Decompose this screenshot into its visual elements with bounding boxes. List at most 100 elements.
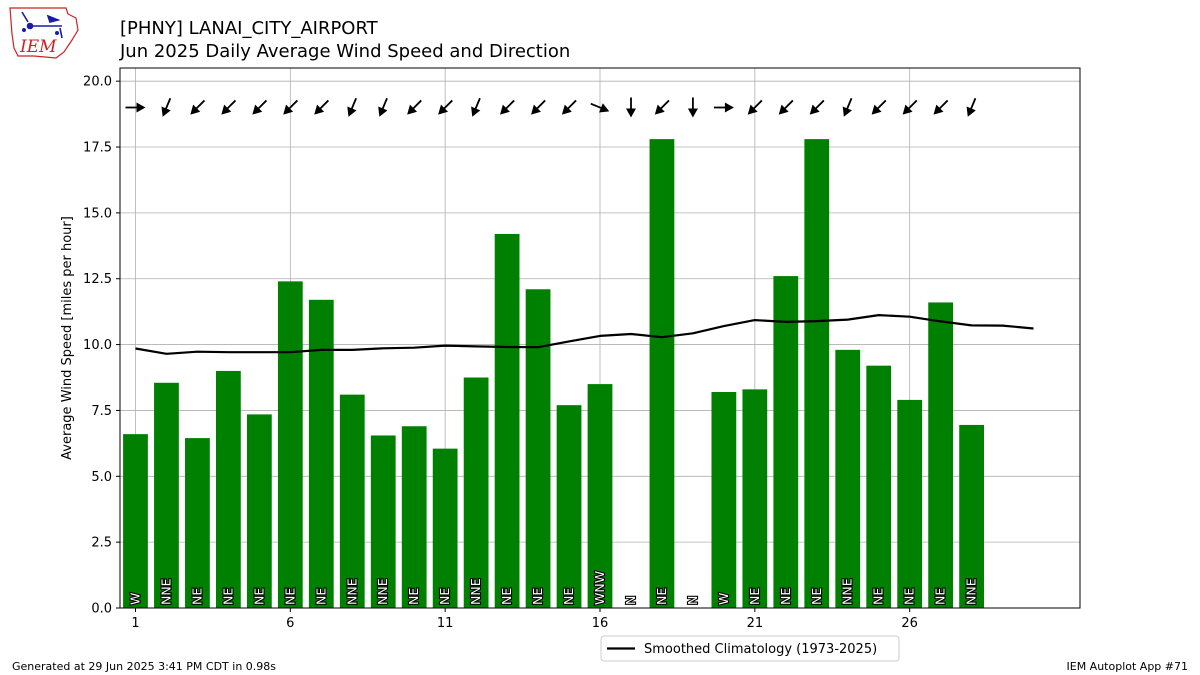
bar-day-10 [401,426,427,608]
wind-arrow-shaft-4 [225,99,237,111]
iem-logo-text: IEM [19,37,57,57]
bar-day-7 [308,299,334,608]
climatology-line [135,314,1034,355]
wind-arrow-head-12 [471,106,481,117]
y-axis-label: Average Wind Speed [miles per hour] [60,216,75,460]
wind-arrow-day-17 [626,97,636,118]
bar-day-11 [432,448,458,608]
bar-day-12 [463,377,489,608]
wind-arrow-day-10 [407,99,422,115]
wind-arrow-head-28 [966,106,976,117]
wind-arrow-day-25 [871,99,887,115]
weather-station-icon [21,11,63,39]
bar-day-9 [370,435,396,608]
direction-label-day-22: NE [778,588,793,605]
wind-arrow-shaft-3 [194,99,206,111]
y-tick-label-2: 5.0 [91,470,112,485]
wind-arrow-day-19 [687,97,698,118]
direction-label-day-19: N [685,596,700,605]
bar-day-20 [711,392,737,608]
wind-arrow-shaft-5 [256,99,268,111]
chart-subtitle: Jun 2025 Daily Average Wind Speed and Di… [119,41,570,62]
direction-label-day-28: NNE [964,578,979,605]
x-tick-label-5: 26 [901,616,918,631]
bar-day-5 [246,414,272,608]
wind-arrow-day-9 [378,97,388,117]
direction-label-day-9: NNE [375,578,390,605]
bar-day-28 [959,424,984,608]
wind-arrow-shaft-15 [566,99,577,111]
x-axis-ticks: 1 6 11 16 21 26 [131,608,918,631]
wind-arrow-shaft-7 [318,99,330,111]
bar-day-13 [494,233,520,608]
bar-day-18 [649,139,675,608]
wind-arrow-shaft-14 [535,99,546,111]
direction-labels-group: W NNE NE NE NE NE NE NNE NNE NE NE NNE NE NE NE WNW N NE N… [126,570,979,606]
wind-arrow-shaft-6 [287,99,299,111]
direction-label-day-15: NE [561,588,576,605]
wind-arrow-day-8 [347,97,357,117]
wind-arrow-day-23 [809,99,825,115]
wind-arrow-day-27 [933,99,949,115]
y-tick-label-4: 10.0 [83,338,112,353]
bar-day-15 [556,405,582,608]
wind-direction-arrows-group [125,97,977,118]
wind-arrow-shaft-18 [659,99,670,111]
wind-arrow-shaft-23 [814,99,825,111]
wind-arrow-head-5 [252,104,263,115]
bar-day-2 [154,382,179,608]
wind-arrow-head-13 [500,104,510,115]
wind-arrow-head-24 [842,106,852,117]
wind-arrow-head-1 [136,102,146,113]
wind-arrow-head-3 [190,104,201,115]
y-tick-label-3: 7.5 [91,404,112,419]
wind-arrow-head-10 [407,104,418,115]
chart-title: [PHNY] LANAI_CITY_AIRPORT [120,18,379,39]
bar-day-22 [773,276,799,608]
wind-arrow-head-20 [724,102,734,113]
wind-arrow-shaft-2 [164,97,172,111]
x-tick-label-0: 1 [131,616,139,631]
wind-arrow-day-11 [438,99,453,115]
direction-label-day-7: NE [313,588,328,605]
bar-day-25 [866,365,892,608]
wind-arrow-head-8 [347,106,357,117]
wind-arrow-day-24 [842,97,853,117]
bar-day-3 [185,438,210,608]
wind-arrow-shaft-22 [783,99,794,111]
bar-day-16 [587,384,613,608]
wind-arrow-head-9 [378,106,388,117]
wind-arrow-day-5 [252,99,268,115]
bars-group [123,139,984,608]
footer-generated: Generated at 29 Jun 2025 3:41 PM CDT in … [12,660,276,673]
y-tick-label-8: 20.0 [83,75,112,90]
wind-arrow-day-1 [125,102,146,113]
x-tick-label-2: 11 [437,616,454,631]
wind-arrow-day-22 [778,99,794,115]
y-tick-label-1: 2.5 [91,536,112,551]
y-tick-label-0: 0.0 [91,602,112,617]
direction-label-day-23: NE [809,588,824,605]
wind-arrow-shaft-24 [845,97,853,111]
direction-label-day-4: NE [220,588,235,605]
bar-day-8 [339,394,365,608]
wind-arrow-day-16 [590,102,610,113]
wind-arrow-head-23 [809,104,820,115]
wind-arrow-head-25 [871,104,882,115]
iem-logo: IEM [9,7,79,59]
direction-label-day-5: NE [251,588,266,605]
wind-arrow-head-18 [654,104,665,115]
direction-label-day-26: NE [902,588,917,605]
x-tick-label-4: 21 [747,616,764,631]
direction-label-day-16: WNW [592,571,607,605]
bar-day-14 [525,289,551,608]
direction-label-day-14: NE [530,588,545,605]
x-tick-label-3: 16 [592,616,609,631]
wind-arrow-day-3 [190,99,206,115]
wind-arrow-head-16 [599,103,610,113]
wind-arrow-shaft-10 [411,99,422,111]
direction-label-day-18: NE [654,588,669,605]
y-tick-label-7: 17.5 [83,141,112,156]
climatology-line-group [135,314,1034,355]
wind-arrow-day-15 [561,99,577,115]
